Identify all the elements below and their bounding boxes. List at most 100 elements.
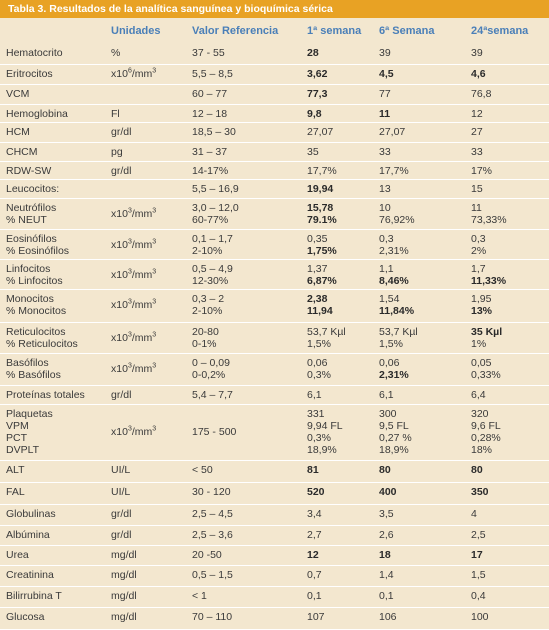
week-6-cell: 400 [379, 482, 471, 505]
result-value: 520 [307, 485, 325, 498]
week-1-cell: 53,7 Kµl 1,5% [307, 322, 379, 354]
reference-value: 0,3 – 2 [192, 292, 225, 305]
unit-cell: mg/dl [111, 545, 192, 566]
result-value: 3,4 [307, 507, 322, 520]
unit-cell: UI/L [111, 460, 192, 483]
parameter-cell: Neutrófilos% NEUT [0, 198, 111, 230]
parameter-label: VCM [6, 87, 30, 100]
week-1-cell: 27,07 [307, 122, 379, 143]
result-value: 0,4 [471, 589, 486, 602]
parameter-label: % Eosinófilos [6, 244, 70, 257]
unit-label: x103/mm3 [111, 362, 157, 375]
result-value: 4,5 [379, 67, 394, 80]
week-24-cell: 11 73,33% [471, 198, 549, 230]
reference-value: 20-80 [192, 325, 219, 338]
unit-label [111, 183, 192, 195]
week-6-cell: 27,07 [379, 122, 471, 143]
result-value: 0,05 [471, 356, 492, 369]
week-1-cell: 19,94 [307, 179, 379, 199]
unit-cell: x103/mm3 [111, 322, 192, 354]
parameter-cell: RDW-SW [0, 161, 111, 180]
result-value: 1,5 [471, 568, 486, 581]
result-value: 331 [307, 407, 325, 420]
result-value: 35 [307, 145, 319, 158]
result-value: 1,1 [379, 262, 394, 275]
week-24-cell: 6,4 [471, 385, 549, 405]
result-value: 77,3 [307, 87, 328, 100]
result-value: 4,6 [471, 67, 486, 80]
unit-label: mg/dl [111, 589, 137, 602]
week-24-cell: 4 [471, 504, 549, 526]
reference-value: 0,5 – 1,5 [192, 568, 233, 581]
result-value: 79.1% [307, 213, 337, 226]
parameter-label: % NEUT [6, 213, 47, 226]
week-1-cell: 3,62 [307, 64, 379, 85]
week-1-cell: 331 9,94 FL 0,3% 18,9% [307, 404, 379, 461]
week-1-cell: 28 [307, 44, 379, 65]
unit-cell: x103/mm3 [111, 404, 192, 461]
result-value: 6,1 [307, 388, 322, 401]
unit-label: x103/mm3 [111, 331, 157, 344]
reference-value: 5,5 – 8,5 [192, 67, 233, 80]
unit-label: Fl [111, 107, 120, 120]
table-row: CHCM pg 31 – 37 35 33 33 [0, 142, 549, 162]
unit-cell [111, 84, 192, 105]
week-6-cell: 0,3 2,31% [379, 229, 471, 260]
parameter-cell: Globulinas [0, 504, 111, 526]
unit-label: gr/dl [111, 507, 132, 520]
result-value: 0,1 [307, 589, 322, 602]
week-1-cell: 0,7 [307, 565, 379, 587]
result-value: 3,5 [379, 507, 394, 520]
reference-value: 20 -50 [192, 548, 222, 561]
table-row: Globulinas gr/dl 2,5 – 4,5 3,4 3,5 4 [0, 504, 549, 526]
result-value: 11,94 [307, 304, 333, 317]
header-row: Unidades Valor Referencia 1ª semana 6ª S… [0, 18, 549, 44]
table-row: Monocitos% Monocitos x103/mm3 0,3 – 2 2-10%… [0, 289, 549, 323]
result-value: 53,7 Kµl [307, 325, 346, 338]
unit-label [111, 88, 192, 100]
table-row: Hemoglobina Fl 12 – 18 9,8 11 12 [0, 104, 549, 123]
result-value: 0,28% [471, 431, 501, 444]
result-value: 18% [471, 443, 493, 456]
parameter-label: Hematocrito [6, 47, 63, 59]
week-1-cell: 0,1 [307, 586, 379, 608]
reference-value: 5,4 – 7,7 [192, 388, 233, 401]
week-24-cell: 0,05 0,33% [471, 353, 549, 386]
week-6-cell: 10 76,92% [379, 198, 471, 230]
week-1-cell: 2,7 [307, 525, 379, 546]
parameter-cell: Urea [0, 545, 111, 566]
week-24-cell: 39 [471, 44, 549, 65]
result-value: 0,3% [307, 368, 331, 381]
week-6-cell: 4,5 [379, 64, 471, 85]
table-row: Bilirrubina T mg/dl < 1 0,1 0,1 0,4 [0, 586, 549, 608]
unit-cell: x106/mm3 [111, 64, 192, 85]
parameter-cell: Albúmina [0, 525, 111, 546]
week-6-cell: 33 [379, 142, 471, 162]
table-row: Basófilos% Basófilos x103/mm3 0 – 0,09 0-0,… [0, 353, 549, 386]
reference-cell: 0,1 – 1,7 2-10% [192, 229, 307, 260]
table-row: Creatinina mg/dl 0,5 – 1,5 0,7 1,4 1,5 [0, 565, 549, 587]
result-value: 4 [471, 507, 477, 520]
table-row: Eosinófilos% Eosinófilos x103/mm3 0,1 – 1,… [0, 229, 549, 260]
parameter-label: Proteínas totales [6, 388, 85, 401]
table-row: Linfocitos% Linfocitos x103/mm3 0,5 – 4,9 1… [0, 259, 549, 290]
result-value: 3,62 [307, 67, 328, 80]
table-row: Urea mg/dl 20 -50 12 18 17 [0, 545, 549, 566]
parameter-label: Albúmina [6, 528, 50, 541]
parameter-label: Plaquetas [6, 407, 53, 420]
reference-value: 30 - 120 [192, 485, 231, 498]
parameter-label: DVPLT [6, 443, 40, 456]
result-value: 80 [379, 463, 391, 476]
week-24-cell: 0,3 2% [471, 229, 549, 260]
week-6-cell: 6,1 [379, 385, 471, 405]
unit-label: pg [111, 145, 123, 158]
week-6-cell: 39 [379, 44, 471, 65]
parameter-cell: Eosinófilos% Eosinófilos [0, 229, 111, 260]
reference-value: 12 – 18 [192, 107, 228, 120]
week-24-cell: 0,4 [471, 586, 549, 608]
week-6-cell: 77 [379, 84, 471, 105]
header-units: Unidades [111, 25, 161, 37]
parameter-label: Monocitos [6, 292, 54, 305]
result-value: 33 [471, 145, 483, 158]
header-parameter [0, 18, 111, 44]
